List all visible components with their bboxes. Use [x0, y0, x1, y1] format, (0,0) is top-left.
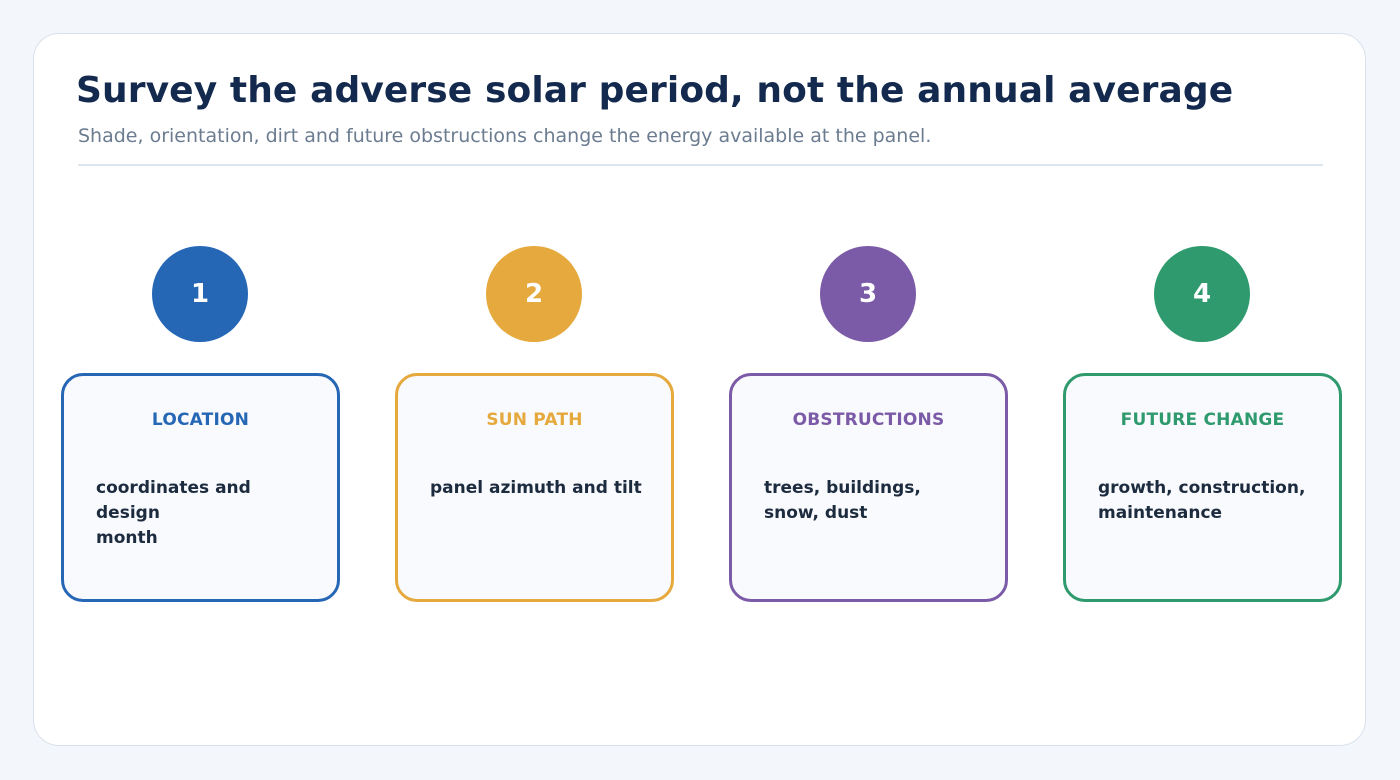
- step-3-description: trees, buildings, snow, dust: [764, 476, 979, 526]
- step-3-description-line-1: trees, buildings,: [764, 478, 921, 498]
- step-1-number-badge: 1: [152, 246, 248, 342]
- step-4-description-line-1: growth, construction,: [1098, 478, 1306, 498]
- step-1-card: LOCATION coordinates and design month: [61, 373, 340, 602]
- step-1-description-line-1: coordinates and design: [96, 478, 251, 523]
- step-3-card: OBSTRUCTIONS trees, buildings, snow, dus…: [729, 373, 1008, 602]
- step-4-card: FUTURE CHANGE growth, construction, main…: [1063, 373, 1342, 602]
- step-4-description: growth, construction, maintenance: [1098, 476, 1313, 526]
- page-title: Survey the adverse solar period, not the…: [76, 70, 1234, 111]
- step-3-heading: OBSTRUCTIONS: [792, 410, 945, 430]
- step-2-number-badge: 2: [486, 246, 582, 342]
- step-4-number-badge: 4: [1154, 246, 1250, 342]
- step-2-card: SUN PATH panel azimuth and tilt: [395, 373, 674, 602]
- step-2-description: panel azimuth and tilt: [430, 476, 645, 501]
- step-4-heading: FUTURE CHANGE: [1120, 410, 1285, 430]
- step-1-heading: LOCATION: [151, 410, 250, 430]
- step-3-number-badge: 3: [820, 246, 916, 342]
- step-4-description-line-2: maintenance: [1098, 503, 1223, 523]
- step-3-description-line-2: snow, dust: [764, 503, 868, 523]
- step-2-heading: SUN PATH: [486, 410, 583, 430]
- step-1-description-line-2: month: [96, 528, 158, 548]
- step-1-description: coordinates and design month: [96, 476, 311, 551]
- step-2-description-line-1: panel azimuth and tilt: [430, 478, 642, 498]
- header-divider: [78, 164, 1323, 166]
- page-subtitle: Shade, orientation, dirt and future obst…: [78, 125, 932, 147]
